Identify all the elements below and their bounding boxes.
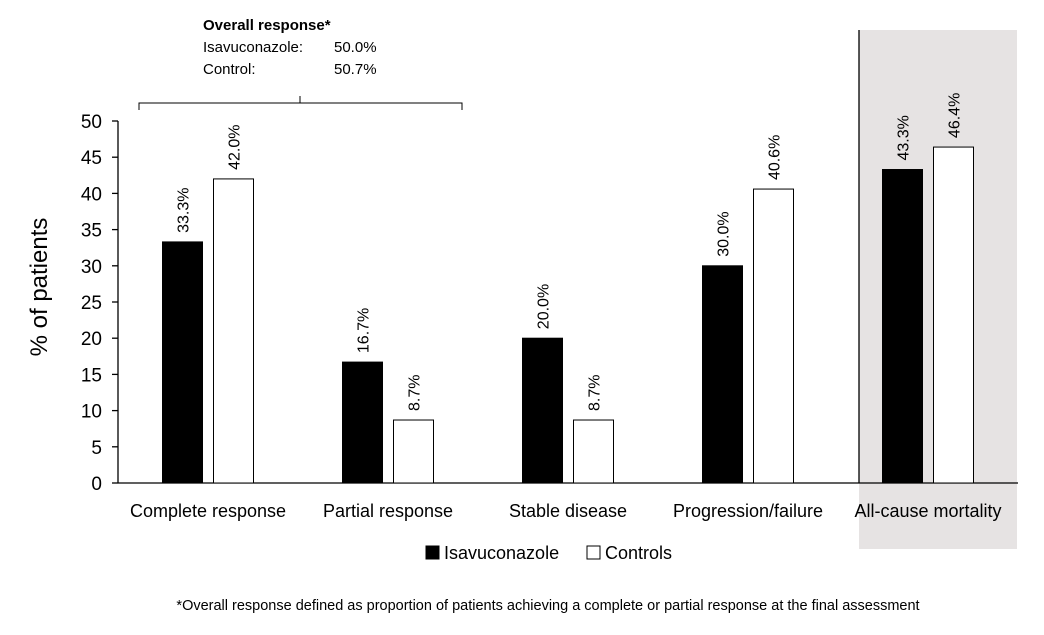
data-label-isavuconazole-progression-failure: 30.0% [716, 211, 733, 256]
bars: 33.3% 42.0% 16.7% 8.7% 20.0% 8.7% 30.0% 40.6% 43… [162, 93, 974, 484]
data-label-controls-stable-disease: 8.7% [587, 375, 604, 411]
y-tick-label: 10 [81, 402, 102, 423]
bar-controls-progression-failure [753, 188, 794, 484]
y-tick-label: 50 [81, 112, 102, 133]
data-label-controls-progression-failure: 40.6% [767, 135, 784, 180]
legend-isavuconazole-swatch [425, 545, 440, 560]
annotation-bracket [138, 96, 463, 110]
legend-isavuconazole-label: Isavuconazole [444, 543, 559, 563]
data-label-controls-complete-response: 42.0% [227, 125, 244, 170]
data-label-isavuconazole-partial-response: 16.7% [356, 308, 373, 353]
bar-isavuconazole-all-cause-mortality [882, 169, 923, 484]
data-label-controls-all-cause-mortality: 46.4% [947, 93, 964, 138]
category-labels: Complete response Partial response Stable … [130, 501, 1002, 521]
bar-isavuconazole-progression-failure [702, 265, 743, 484]
data-label-isavuconazole-stable-disease: 20.0% [536, 284, 553, 329]
category-label-stable-disease: Stable disease [509, 501, 627, 521]
annotation-isavuconazole-value: 50.0% [334, 39, 377, 56]
y-tick-label: 15 [81, 365, 102, 386]
y-axis-label: % of patients [26, 218, 53, 357]
footnote: *Overall response defined as proportion … [176, 598, 919, 614]
y-tick-label: 5 [91, 438, 102, 459]
data-label-isavuconazole-all-cause-mortality: 43.3% [896, 115, 913, 160]
y-tick-label: 45 [81, 148, 102, 169]
category-label-partial-response: Partial response [323, 501, 453, 521]
y-tick-label: 35 [81, 221, 102, 242]
annotation-control-label: Control: [203, 61, 256, 78]
y-tick-label: 25 [81, 293, 102, 314]
y-tick-label: 30 [81, 257, 102, 278]
data-label-isavuconazole-complete-response: 33.3% [176, 188, 193, 233]
y-axis-ticks: 0 5 10 15 20 25 30 35 40 45 50 [81, 112, 118, 495]
category-label-all-cause-mortality: All-cause mortality [854, 501, 1001, 521]
data-label-controls-partial-response: 8.7% [407, 375, 424, 411]
y-tick-label: 0 [91, 474, 102, 495]
legend: Isavuconazole Controls [425, 543, 672, 563]
bar-isavuconazole-complete-response [162, 241, 203, 484]
overall-response-annotation: Overall response* Isavuconazole: 50.0% C… [138, 17, 463, 110]
bar-controls-stable-disease [573, 419, 614, 484]
bar-controls-partial-response [393, 419, 434, 484]
category-label-complete-response: Complete response [130, 501, 286, 521]
legend-controls-label: Controls [605, 543, 672, 563]
bar-isavuconazole-partial-response [342, 361, 383, 484]
annotation-title: Overall response* [203, 17, 331, 34]
annotation-isavuconazole-label: Isavuconazole: [203, 39, 303, 56]
legend-controls-swatch [586, 545, 601, 560]
y-tick-label: 40 [81, 184, 102, 205]
bar-isavuconazole-stable-disease [522, 337, 563, 484]
bar-controls-all-cause-mortality [933, 146, 974, 484]
annotation-control-value: 50.7% [334, 61, 377, 78]
category-label-progression-failure: Progression/failure [673, 501, 823, 521]
bar-controls-complete-response [213, 178, 254, 484]
y-tick-label: 20 [81, 329, 102, 350]
